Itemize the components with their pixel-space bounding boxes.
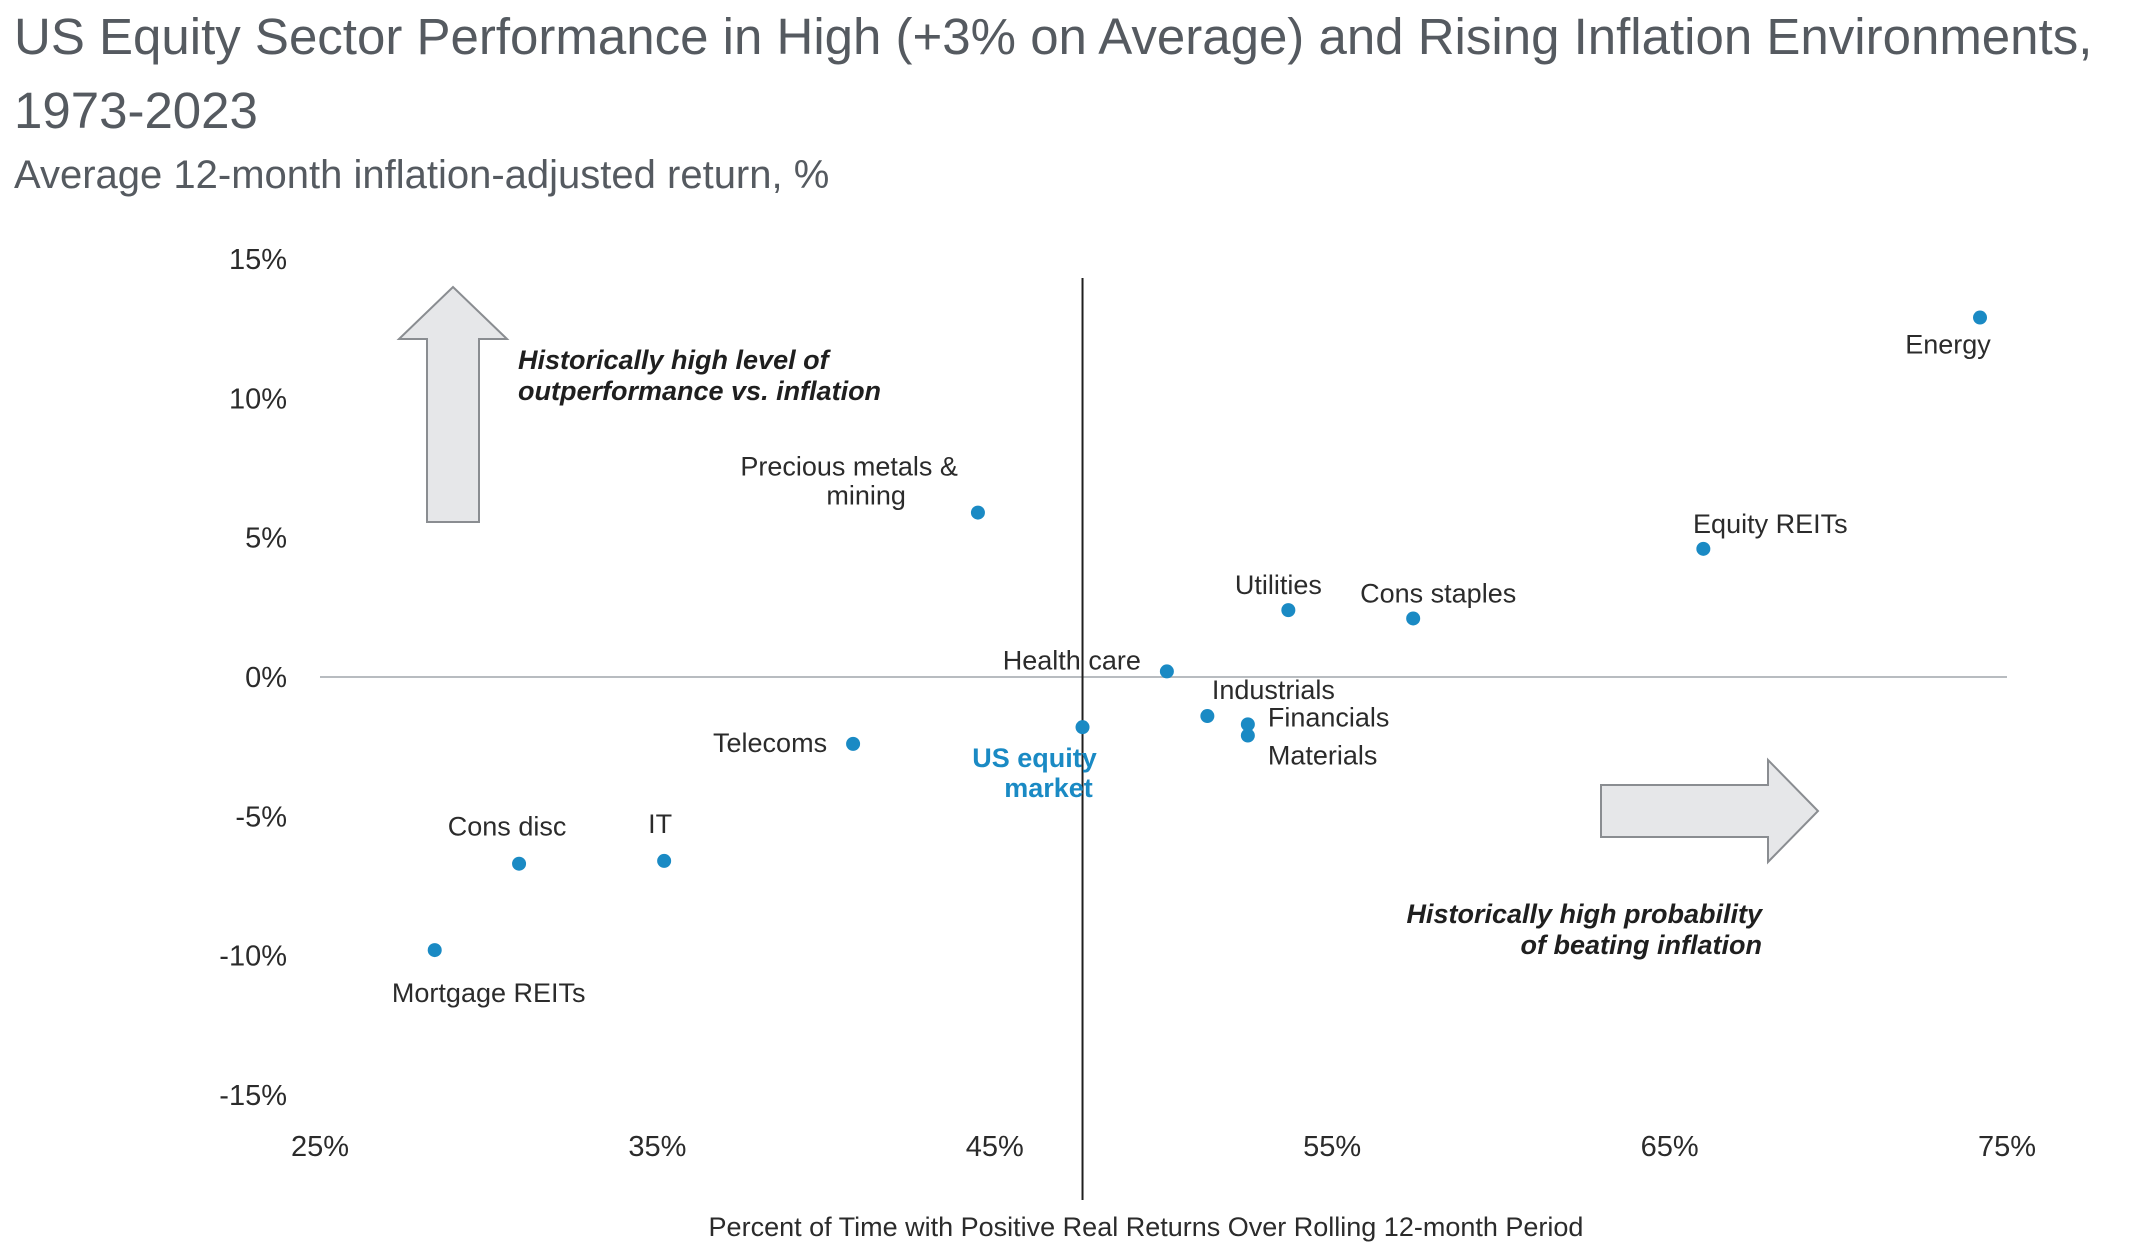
point-utilities[interactable] <box>1281 603 1296 618</box>
label-financials: Financials <box>1268 702 1390 732</box>
y-tick-label: 15% <box>229 244 287 276</box>
point-materials[interactable] <box>1240 728 1255 743</box>
outperformance-note-line1: Historically high level of <box>518 345 832 375</box>
point-health-care[interactable] <box>1159 664 1174 679</box>
point-energy[interactable] <box>1973 310 1988 325</box>
chart-title: US Equity Sector Performance in High (+3… <box>14 8 2093 139</box>
y-tick-label: -15% <box>219 1080 287 1112</box>
label-mortgage-reits: Mortgage REITs <box>392 978 586 1008</box>
y-tick-label: -5% <box>235 801 287 833</box>
label-utilities: Utilities <box>1235 570 1322 600</box>
y-tick-label: 5% <box>245 523 287 555</box>
y-tick-label: 0% <box>245 662 287 694</box>
outperformance-note-line2: outperformance vs. inflation <box>518 376 881 406</box>
label-telecoms: Telecoms <box>713 728 827 758</box>
point-it[interactable] <box>657 853 672 868</box>
label-energy: Energy <box>1905 330 1991 360</box>
x-tick-label: 75% <box>1978 1131 2036 1163</box>
x-tick-label: 45% <box>966 1131 1024 1163</box>
right-arrow-icon <box>1600 757 1820 865</box>
y-tick-label: 10% <box>229 383 287 415</box>
label-health-care: Health care <box>1003 645 1141 675</box>
x-tick-label: 35% <box>628 1131 686 1163</box>
chart-subtitle: Average 12-month inflation-adjusted retu… <box>14 153 830 197</box>
point-equity-reits[interactable] <box>1696 541 1711 556</box>
point-financials[interactable] <box>1240 717 1255 732</box>
x-tick-label: 65% <box>1641 1131 1699 1163</box>
point-telecoms[interactable] <box>846 736 861 751</box>
point-precious-metals-mining[interactable] <box>970 505 985 520</box>
label-industrials: Industrials <box>1212 675 1335 705</box>
label-equity-reits: Equity REITs <box>1693 509 1848 539</box>
point-cons-disc[interactable] <box>512 856 527 871</box>
label-us-equity-market-line1: US equity <box>972 743 1097 773</box>
probability-note-line2: of beating inflation <box>1521 930 1762 960</box>
point-industrials[interactable] <box>1200 709 1215 724</box>
x-tick-label: 25% <box>291 1131 349 1163</box>
point-cons-staples[interactable] <box>1406 611 1421 626</box>
label-us-equity-market-line2: market <box>1004 773 1093 803</box>
up-arrow-icon <box>396 285 510 523</box>
label-materials: Materials <box>1268 741 1378 771</box>
label-it: IT <box>648 809 672 839</box>
point-us-equity-market[interactable] <box>1075 720 1090 735</box>
x-tick-label: 55% <box>1303 1131 1361 1163</box>
label-cons-staples: Cons staples <box>1360 578 1516 608</box>
x-axis-label: Percent of Time with Positive Real Retur… <box>709 1212 1584 1242</box>
probability-note-line1: Historically high probability <box>1406 899 1764 929</box>
y-tick-label: -10% <box>219 941 287 973</box>
label-cons-disc: Cons disc <box>448 812 567 842</box>
label-precious-metals-mining-line1: Precious metals & <box>740 452 958 482</box>
label-precious-metals-mining-line2: mining <box>826 481 906 511</box>
point-mortgage-reits[interactable] <box>427 943 442 958</box>
